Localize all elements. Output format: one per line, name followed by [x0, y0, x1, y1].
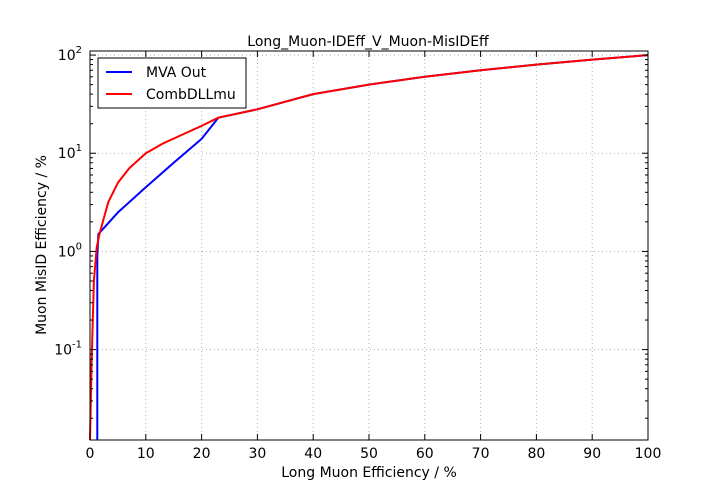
y-axis-label: Muon MisID Efficiency / % [34, 155, 50, 335]
x-tick-label: 20 [193, 446, 211, 462]
x-tick-label: 80 [527, 446, 545, 462]
x-tick-label: 40 [304, 446, 322, 462]
legend-box [97, 57, 247, 109]
y-tick-label: 100 [58, 241, 82, 260]
plot-series [89, 54, 649, 441]
x-tick-label: 60 [416, 446, 434, 462]
x-tick-label: 70 [472, 446, 490, 462]
series-line-combdllmu [89, 54, 649, 441]
axis-ticks: 0 10 20 30 40 50 60 70 80 90 100 10-1 100 101 102 [54, 45, 661, 462]
y-tick-label: 10-1 [54, 340, 82, 359]
grid [90, 51, 648, 440]
y-tick-label: 102 [58, 45, 82, 64]
y-tick-label: 101 [58, 143, 82, 162]
x-tick-label: 30 [248, 446, 266, 462]
legend-label-combdllmu: CombDLLmu [146, 87, 236, 103]
x-tick-label: 100 [635, 446, 662, 462]
x-tick-label: 0 [86, 446, 95, 462]
x-tick-label: 50 [360, 446, 378, 462]
x-axis-label: Long Muon Efficiency / % [281, 465, 457, 481]
x-tick-label: 10 [137, 446, 155, 462]
legend: MVA Out CombDLLmu [97, 57, 247, 109]
x-tick-label: 90 [583, 446, 601, 462]
chart-title: Long_Muon-IDEff_V_Muon-MisIDEff [247, 34, 489, 50]
legend-label-mva-out: MVA Out [146, 65, 207, 81]
